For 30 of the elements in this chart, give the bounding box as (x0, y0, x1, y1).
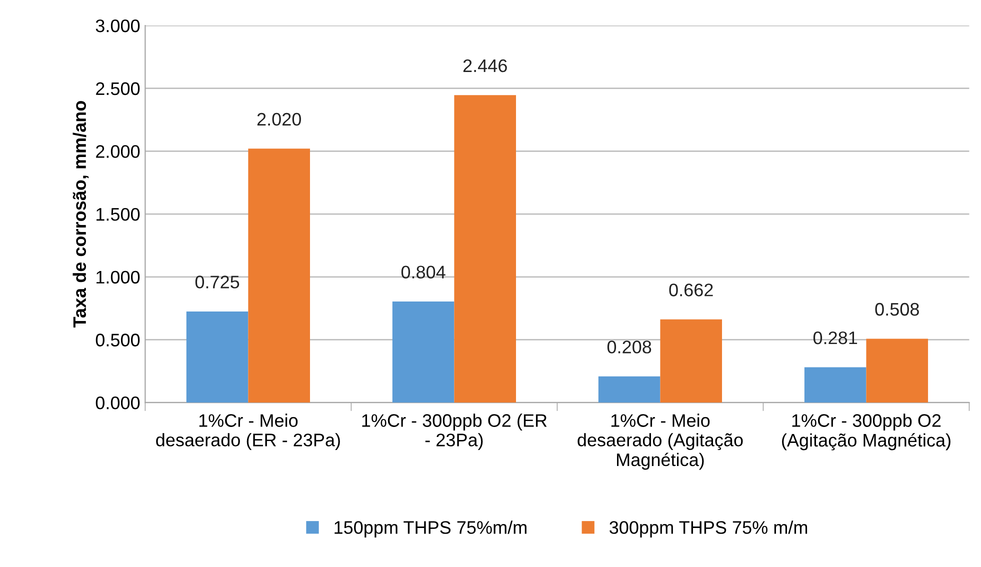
bar (866, 338, 928, 403)
y-tick-label: 1.000 (96, 270, 140, 284)
legend-label: 150ppm THPS 75%m/m (334, 520, 526, 538)
y-tick-label: 1.500 (96, 208, 140, 221)
bar (248, 148, 310, 403)
data-label: 0.804 (401, 266, 446, 279)
bar (186, 311, 248, 403)
data-label: 2.020 (257, 112, 301, 126)
data-label: 0.208 (607, 340, 652, 354)
bar (804, 367, 866, 403)
y-tick-label: 0.000 (96, 396, 140, 410)
y-tick-label: 2.000 (96, 145, 140, 158)
data-label: 0.662 (669, 284, 713, 296)
y-tick-label: 2.500 (96, 82, 140, 96)
x-tick-label: 1%Cr - Meio desaerado (ER - 23Pa) (156, 414, 340, 450)
x-tick-label: 1%Cr - Meio desaerado (Agitação Magnética) (578, 414, 743, 470)
data-label: 0.725 (195, 276, 240, 288)
y-tick-label: 3.000 (96, 19, 140, 32)
bar (660, 319, 722, 403)
x-tick-label: 1%Cr - 300ppb O2 (ER - 23Pa) (362, 414, 547, 450)
data-label: 0.281 (813, 331, 858, 344)
bar (598, 376, 660, 403)
y-tick-label: 0.500 (96, 334, 140, 346)
x-tick-label: 1%Cr - 300ppb O2 (Agitação Magnética) (782, 414, 950, 450)
legend-label: 300ppm THPS 75% m/m (610, 520, 808, 538)
y-axis-title: Taxa de corrosão, mm/ano (72, 101, 89, 328)
data-label: 0.508 (875, 302, 919, 316)
bar (454, 95, 516, 403)
data-label: 2.446 (463, 59, 507, 72)
bar (392, 302, 454, 403)
